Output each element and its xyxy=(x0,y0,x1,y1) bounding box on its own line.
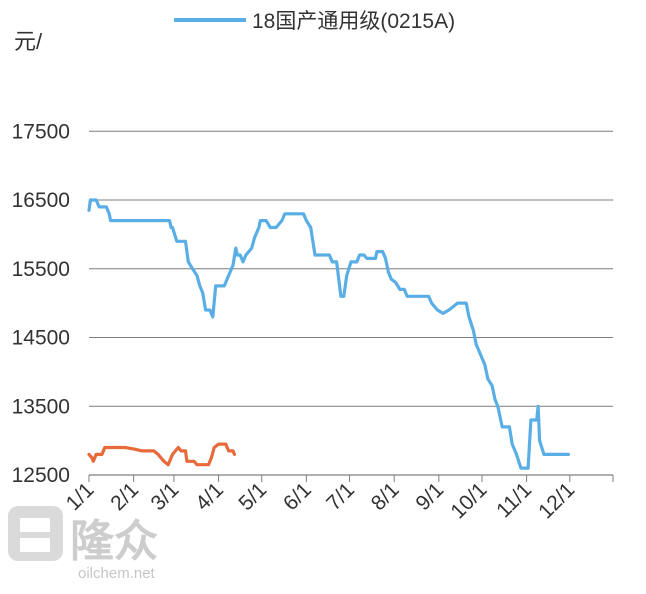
x-tick-label: 10/1 xyxy=(446,478,491,523)
legend: 18国产通用级(0215A) xyxy=(174,10,455,33)
y-tick-label: 16500 xyxy=(12,189,70,212)
x-tick-label: 2/1 xyxy=(106,478,143,515)
y-axis-ticks: 17500 16500 15500 14500 13500 12500 xyxy=(12,120,70,487)
y-tick-label: 15500 xyxy=(12,258,70,281)
y-tick-label: 14500 xyxy=(12,327,70,350)
x-tick-label: 9/1 xyxy=(411,478,448,515)
x-tick-label: 7/1 xyxy=(322,478,359,515)
series-line-2 xyxy=(87,442,236,467)
series-lines xyxy=(87,198,570,470)
x-tick-label: 11/1 xyxy=(492,478,536,522)
x-tick-label: 4/1 xyxy=(191,478,228,515)
x-tick-label: 8/1 xyxy=(367,478,404,515)
x-tick-label: 6/1 xyxy=(279,478,316,515)
watermark-logo: 隆众 oilchem.net xyxy=(8,506,158,582)
x-tick-label: 3/1 xyxy=(147,478,184,515)
watermark-brand: 隆众 xyxy=(70,517,158,566)
y-axis-label: 元/ xyxy=(14,29,43,54)
watermark-site: oilchem.net xyxy=(78,565,156,582)
legend-label: 18国产通用级(0215A) xyxy=(252,10,455,33)
y-tick-label: 12500 xyxy=(12,464,70,487)
series-line-1 xyxy=(87,198,570,470)
logo-mark-icon xyxy=(8,506,63,561)
x-tick-label: 12/1 xyxy=(534,478,579,523)
y-tick-label: 13500 xyxy=(12,395,70,418)
y-tick-label: 17500 xyxy=(12,120,70,143)
grid-lines xyxy=(89,130,613,407)
x-tick-label: 5/1 xyxy=(234,478,271,515)
